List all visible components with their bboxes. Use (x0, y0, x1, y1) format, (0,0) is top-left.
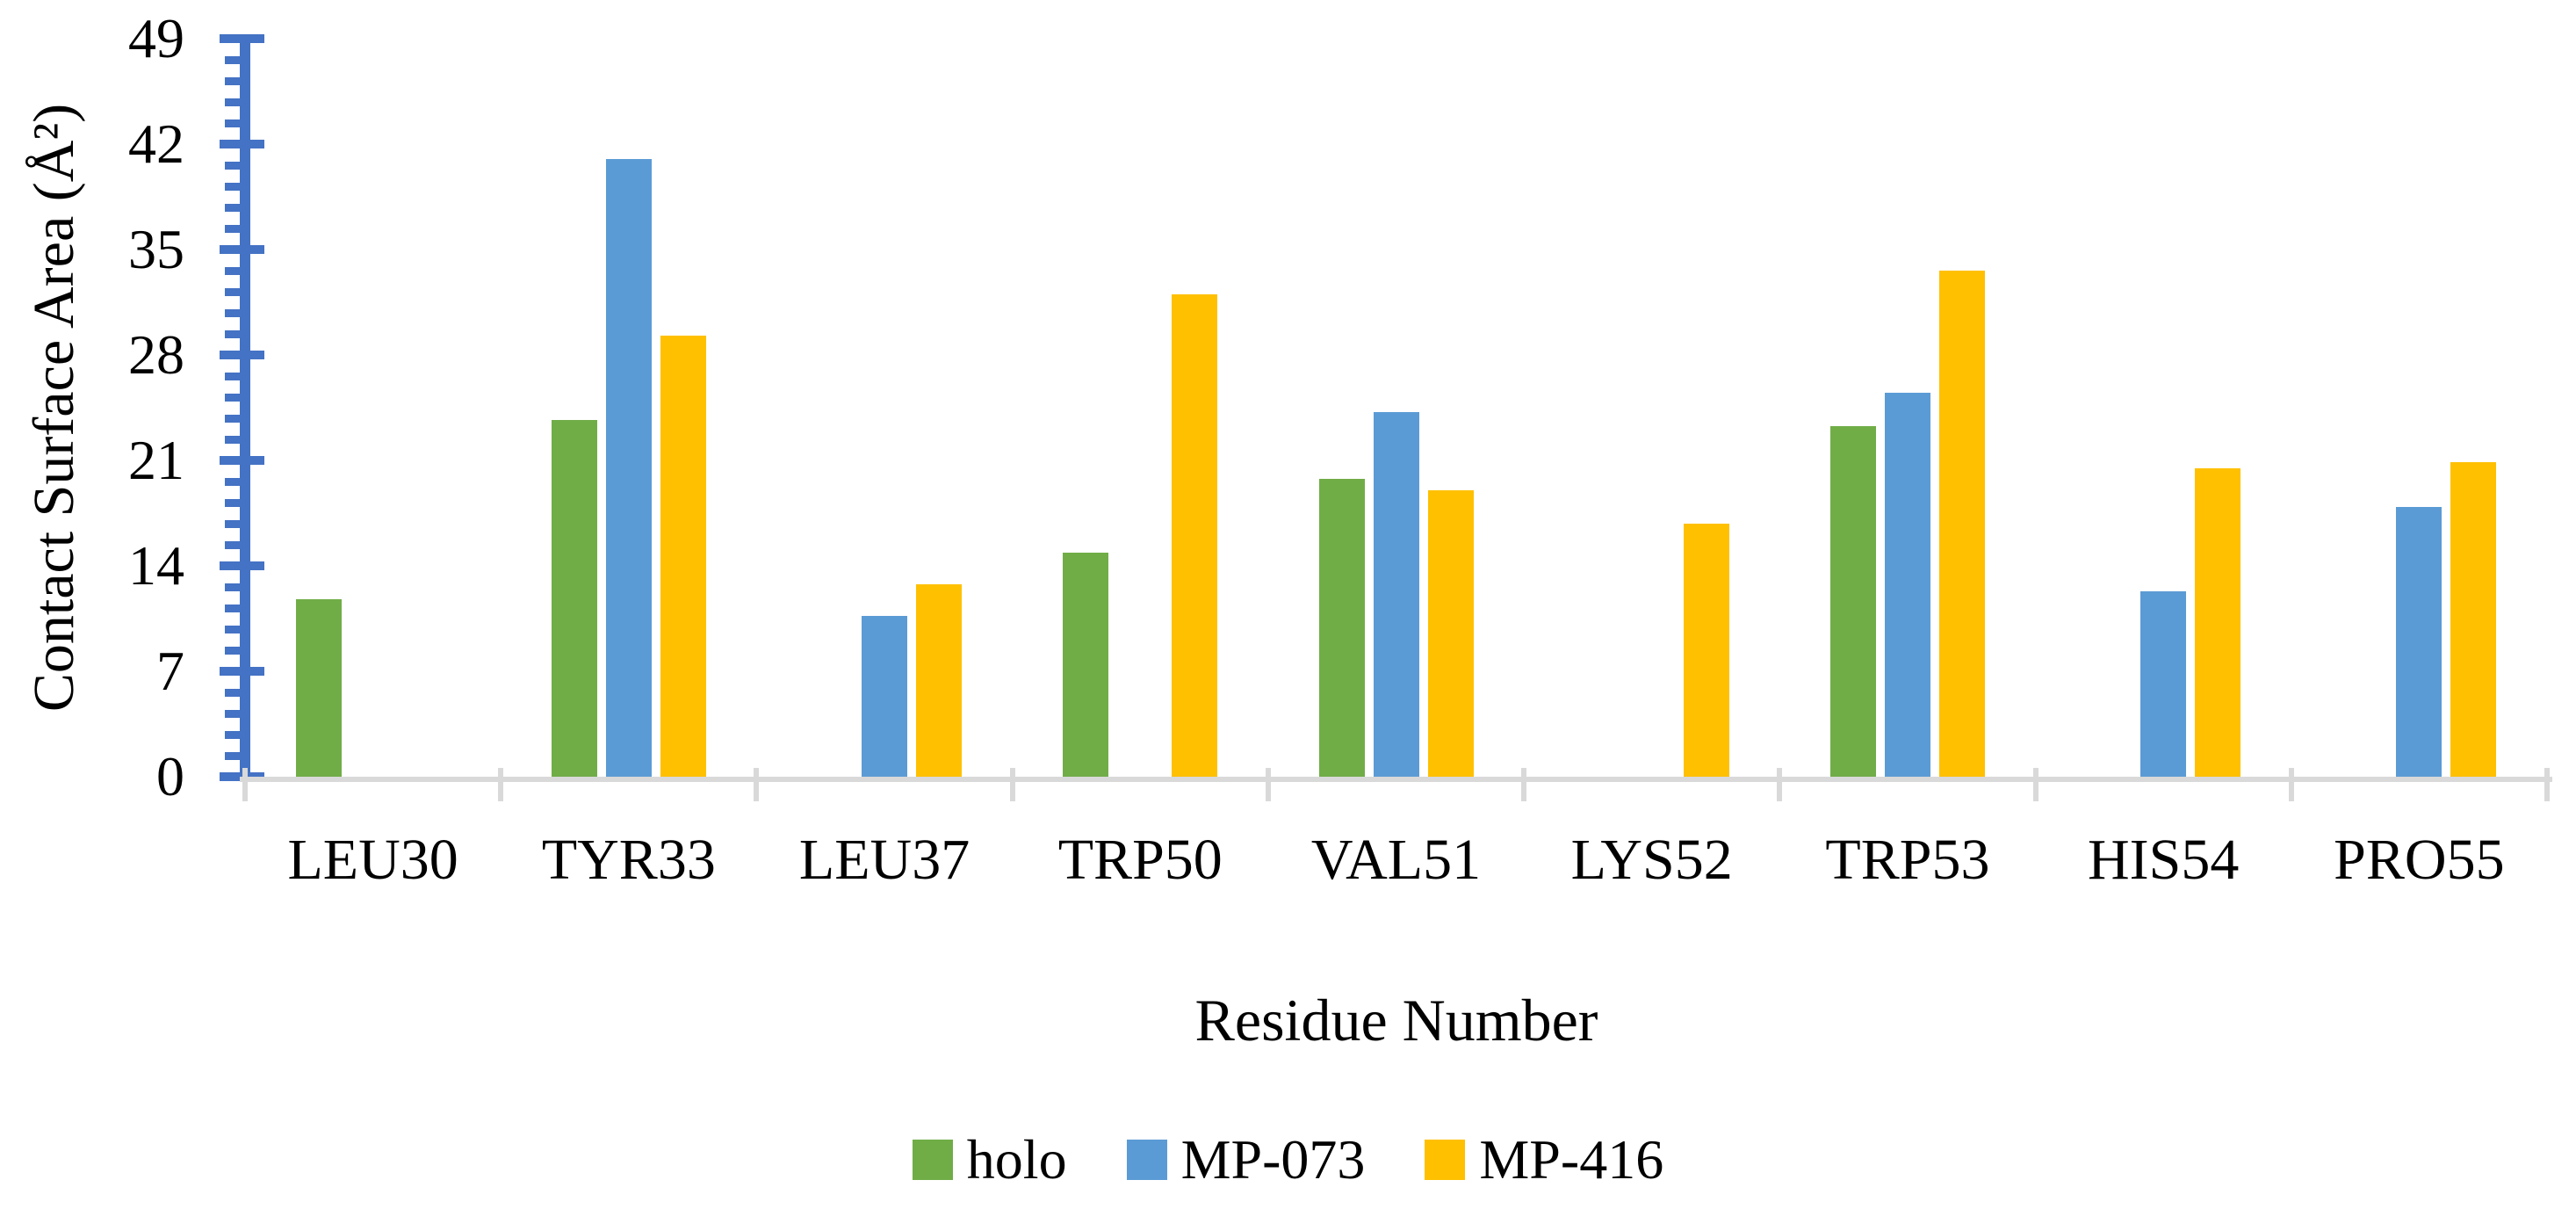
y-tick-label: 35 (128, 218, 184, 280)
y-major-tick (220, 456, 264, 465)
y-minor-tick (225, 583, 245, 591)
x-category-label-LEU37: LEU37 (798, 828, 971, 892)
y-minor-tick (225, 414, 245, 423)
bar-TYR33-MP-073 (605, 159, 652, 777)
x-axis-tick (498, 768, 504, 801)
y-tick-label: 49 (128, 7, 184, 69)
bar-HIS54-MP-073 (2140, 591, 2187, 777)
y-minor-tick (225, 182, 245, 191)
y-major-tick (220, 351, 264, 359)
y-minor-tick (225, 604, 245, 612)
bar-TRP53-MP-416 (1938, 271, 1985, 777)
legend-swatch-MP-416 (1425, 1140, 1466, 1180)
legend-item-MP-073: MP-073 (1126, 1128, 1366, 1191)
y-tick-label: 7 (156, 640, 184, 702)
x-axis-tick (1521, 768, 1527, 801)
x-axis-tick (754, 768, 760, 801)
y-major-tick (220, 667, 264, 676)
x-axis-tick (1265, 768, 1271, 801)
bar-LEU37-MP-073 (862, 615, 908, 777)
y-minor-tick (225, 646, 245, 655)
x-category-label-HIS54: HIS54 (2087, 828, 2240, 892)
y-minor-tick (225, 730, 245, 739)
y-minor-tick (225, 308, 245, 317)
y-minor-tick (225, 76, 245, 85)
y-minor-tick (225, 435, 245, 444)
y-minor-tick (225, 393, 245, 402)
y-minor-tick (225, 540, 245, 549)
y-tick-label: 0 (156, 745, 184, 807)
legend-label-MP-416: MP-416 (1479, 1128, 1664, 1191)
bar-PRO55-MP-416 (2450, 461, 2497, 777)
y-minor-tick (225, 287, 245, 296)
x-category-label-LEU30: LEU30 (287, 828, 458, 892)
y-major-tick (220, 561, 264, 570)
legend-swatch-holo (912, 1140, 953, 1180)
x-axis-title: Residue Number (1194, 987, 1598, 1053)
bar-HIS54-MP-416 (2195, 467, 2241, 777)
x-axis-tick (1777, 768, 1783, 801)
legend-label-holo: holo (966, 1128, 1067, 1191)
x-category-label-PRO55: PRO55 (2334, 828, 2505, 892)
legend-item-holo: holo (912, 1128, 1067, 1191)
bar-PRO55-MP-073 (2396, 507, 2443, 777)
bar-TRP50-holo (1063, 552, 1109, 777)
y-minor-tick (225, 372, 245, 380)
bar-TRP53-holo (1829, 425, 1876, 777)
y-minor-tick (225, 477, 245, 486)
x-category-label-TRP53: TRP53 (1825, 828, 1990, 892)
y-tick-label: 14 (128, 534, 184, 597)
y-minor-tick (225, 98, 245, 106)
x-axis-tick (2032, 768, 2038, 801)
legend-item-MP-416: MP-416 (1425, 1132, 1663, 1188)
bar-TRP50-MP-416 (1172, 294, 1218, 777)
y-axis-line (240, 34, 250, 781)
bar-TYR33-holo (551, 419, 597, 777)
bar-LEU37-MP-416 (916, 583, 963, 777)
y-minor-tick (225, 688, 245, 697)
legend: holo MP-073 MP-416 (0, 1132, 2576, 1188)
y-tick-label: 28 (128, 323, 184, 386)
bar-TRP53-MP-073 (1884, 392, 1930, 777)
bar-VAL51-holo (1318, 478, 1365, 777)
x-axis-tick (1009, 768, 1015, 801)
y-axis-title: Contact Surface Area (Å²) (22, 103, 86, 713)
x-category-label-LYS52: LYS52 (1570, 828, 1733, 892)
y-minor-tick (225, 498, 245, 507)
bar-LEU30-holo (295, 598, 342, 777)
y-minor-tick (225, 519, 245, 528)
bar-LYS52-MP-416 (1683, 524, 1729, 777)
legend-label-MP-073: MP-073 (1180, 1128, 1366, 1191)
x-axis-tick (242, 768, 248, 801)
y-minor-tick (225, 224, 245, 233)
y-tick-label: 21 (128, 429, 184, 491)
y-major-tick (220, 34, 264, 43)
bar-VAL51-MP-416 (1427, 490, 1474, 777)
y-minor-tick (225, 161, 245, 170)
y-tick-label: 42 (128, 112, 184, 175)
x-axis-tick (2288, 768, 2294, 801)
x-category-label-TYR33: TYR33 (541, 828, 716, 892)
x-category-label-VAL51: VAL51 (1310, 828, 1482, 892)
x-axis-line (240, 777, 2552, 782)
y-minor-tick (225, 709, 245, 718)
y-minor-tick (225, 266, 245, 275)
x-category-label-TRP50: TRP50 (1057, 828, 1223, 892)
y-major-tick (220, 245, 264, 254)
x-axis-tick (2544, 768, 2550, 801)
y-major-tick (220, 140, 264, 148)
y-minor-tick (225, 625, 245, 633)
y-minor-tick (225, 55, 245, 64)
bar-TYR33-MP-416 (660, 335, 706, 777)
legend-swatch-MP-073 (1126, 1140, 1167, 1180)
y-minor-tick (225, 203, 245, 212)
y-minor-tick (225, 751, 245, 760)
y-minor-tick (225, 119, 245, 127)
bar-VAL51-MP-073 (1373, 412, 1419, 777)
y-minor-tick (225, 329, 245, 338)
